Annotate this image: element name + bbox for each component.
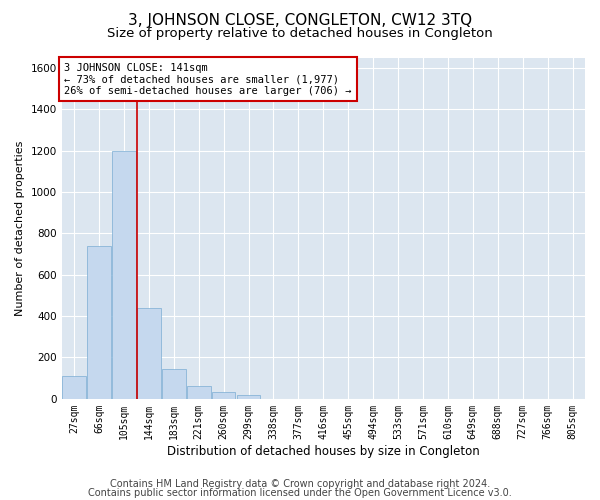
Text: Contains public sector information licensed under the Open Government Licence v3: Contains public sector information licen… (88, 488, 512, 498)
Text: 3, JOHNSON CLOSE, CONGLETON, CW12 3TQ: 3, JOHNSON CLOSE, CONGLETON, CW12 3TQ (128, 12, 472, 28)
Bar (87, 246, 111, 399)
Bar (112, 150, 136, 399)
Text: 3 JOHNSON CLOSE: 141sqm
← 73% of detached houses are smaller (1,977)
26% of semi: 3 JOHNSON CLOSE: 141sqm ← 73% of detache… (64, 62, 352, 96)
Bar (187, 386, 211, 399)
Bar (62, 376, 86, 399)
Bar (212, 392, 235, 399)
Text: Contains HM Land Registry data © Crown copyright and database right 2024.: Contains HM Land Registry data © Crown c… (110, 479, 490, 489)
Bar (137, 308, 161, 399)
X-axis label: Distribution of detached houses by size in Congleton: Distribution of detached houses by size … (167, 444, 480, 458)
Bar (162, 369, 185, 399)
Text: Size of property relative to detached houses in Congleton: Size of property relative to detached ho… (107, 28, 493, 40)
Y-axis label: Number of detached properties: Number of detached properties (15, 140, 25, 316)
Bar (237, 394, 260, 399)
